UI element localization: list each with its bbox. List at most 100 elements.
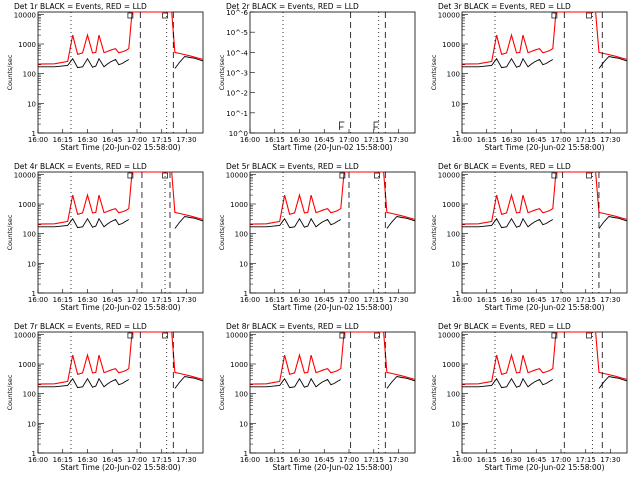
panel-title: Det 1r BLACK = Events, RED = LLD <box>14 2 147 11</box>
saturation-marker <box>551 12 558 19</box>
x-axis-label: Start Time (20-Jun-02 15:58:00) <box>273 303 393 312</box>
x-tick-label: 16:30 <box>289 136 309 144</box>
y-tick-label: 1000 <box>230 361 248 369</box>
y-tick-label: 10^0 <box>229 130 248 138</box>
panel-9: Det 9r BLACK = Events, RED = LLD 16:00 16:… <box>430 322 628 472</box>
y-tick-label: 100 <box>23 71 36 79</box>
x-tick-label: 16:15 <box>477 296 497 304</box>
x-tick-label: 16:00 <box>452 296 472 304</box>
lld-series <box>461 171 628 225</box>
lld-series <box>461 331 628 385</box>
x-tick-label: 16:00 <box>240 456 260 464</box>
y-tick-label: 100 <box>447 391 460 399</box>
x-tick-label: 16:45 <box>526 136 546 144</box>
lld-series <box>249 331 416 385</box>
saturation-marker <box>127 12 134 19</box>
y-tick-label: 10000 <box>14 171 36 179</box>
panel-title: Det 7r BLACK = Events, RED = LLD <box>14 322 147 331</box>
y-axis-label: Counts/sec <box>6 374 14 410</box>
y-tick-label: 10000 <box>438 171 460 179</box>
x-tick-label: 17:00 <box>127 296 147 304</box>
x-axis-label: Start Time (20-Jun-02 15:58:00) <box>485 463 605 472</box>
plot-frame <box>37 171 204 294</box>
x-tick-label: 16:30 <box>501 456 521 464</box>
events-series <box>462 56 628 69</box>
panel-7: Det 7r BLACK = Events, RED = LLD 16:00 16:… <box>6 322 204 472</box>
y-tick-label: 1000 <box>18 201 36 209</box>
x-tick-label: 16:00 <box>452 456 472 464</box>
x-tick-label: 17:00 <box>551 296 571 304</box>
x-tick-label: 17:00 <box>339 136 359 144</box>
y-tick-label: 10 <box>451 100 460 108</box>
plot-frame <box>249 331 416 454</box>
saturation-marker <box>339 332 346 339</box>
panel-5: Det 5r BLACK = Events, RED = LLD 16:00 16:… <box>218 162 416 312</box>
x-tick-label: 16:15 <box>265 296 285 304</box>
x-tick-label: 17:30 <box>176 296 196 304</box>
x-tick-label: 17:15 <box>364 136 384 144</box>
y-tick-label: 100 <box>23 231 36 239</box>
y-tick-label: 10 <box>239 260 248 268</box>
x-tick-label: 17:30 <box>176 456 196 464</box>
plot-frame <box>461 331 628 454</box>
lld-series <box>37 171 204 225</box>
saturation-marker <box>162 12 168 19</box>
y-tick-label: 10000 <box>226 171 248 179</box>
panel-title: Det 3r BLACK = Events, RED = LLD <box>438 2 571 11</box>
y-tick-label: 1000 <box>442 201 460 209</box>
x-tick-label: 16:30 <box>77 296 97 304</box>
x-tick-label: 17:15 <box>576 456 596 464</box>
y-tick-label: 1000 <box>442 361 460 369</box>
x-tick-label: 16:45 <box>102 296 122 304</box>
y-tick-label: 1000 <box>442 41 460 49</box>
x-tick-label: 16:45 <box>102 136 122 144</box>
x-tick-label: 17:15 <box>576 296 596 304</box>
x-tick-label: 16:00 <box>28 296 48 304</box>
x-tick-label: 17:15 <box>152 456 172 464</box>
y-tick-label: 10^-4 <box>226 49 248 57</box>
y-axis-label: Counts/sec <box>430 374 438 410</box>
y-tick-label: 10 <box>451 260 460 268</box>
y-tick-label: 1000 <box>18 361 36 369</box>
y-tick-label: 10 <box>239 420 248 428</box>
plot-frame <box>37 331 204 454</box>
panel-4: Det 4r BLACK = Events, RED = LLD 16:00 16:… <box>6 162 204 312</box>
x-tick-label: 16:30 <box>501 296 521 304</box>
y-tick-label: 1 <box>456 290 460 298</box>
x-tick-label: 16:00 <box>28 456 48 464</box>
y-tick-label: 10 <box>27 260 36 268</box>
x-tick-label: 17:30 <box>600 456 620 464</box>
x-tick-label: 16:30 <box>501 136 521 144</box>
y-tick-label: 10^-5 <box>226 29 248 37</box>
y-tick-label: 10000 <box>226 331 248 339</box>
events-series <box>38 56 204 69</box>
x-tick-label: 16:15 <box>265 136 285 144</box>
saturation-marker <box>339 172 346 179</box>
events-series <box>462 216 628 229</box>
events-series <box>250 216 416 229</box>
x-tick-label: 16:30 <box>289 456 309 464</box>
panel-8: Det 8r BLACK = Events, RED = LLD 16:00 16:… <box>218 322 416 472</box>
y-tick-label: 1 <box>32 290 36 298</box>
saturation-marker <box>162 172 168 179</box>
y-tick-label: 10^-6 <box>226 9 248 17</box>
residual-marker <box>339 121 345 130</box>
x-tick-label: 17:30 <box>600 136 620 144</box>
x-tick-label: 17:15 <box>364 296 384 304</box>
x-tick-label: 16:15 <box>53 136 73 144</box>
x-tick-label: 17:15 <box>152 296 172 304</box>
panel-title: Det 2r BLACK = Events, RED = LLD <box>226 2 359 11</box>
y-tick-label: 1 <box>32 450 36 458</box>
x-tick-label: 17:00 <box>551 456 571 464</box>
y-tick-label: 1 <box>456 130 460 138</box>
panel-1: Det 1r BLACK = Events, RED = LLD 16:00 16:… <box>6 2 204 152</box>
y-axis-label: Counts/sec <box>6 214 14 250</box>
lld-series <box>461 11 628 65</box>
x-tick-label: 17:00 <box>127 456 147 464</box>
x-axis-label: Start Time (20-Jun-02 15:58:00) <box>61 143 181 152</box>
y-axis-label: Counts/sec <box>218 374 226 410</box>
saturation-marker <box>127 172 134 179</box>
x-tick-label: 17:15 <box>576 136 596 144</box>
y-tick-label: 1 <box>244 450 248 458</box>
